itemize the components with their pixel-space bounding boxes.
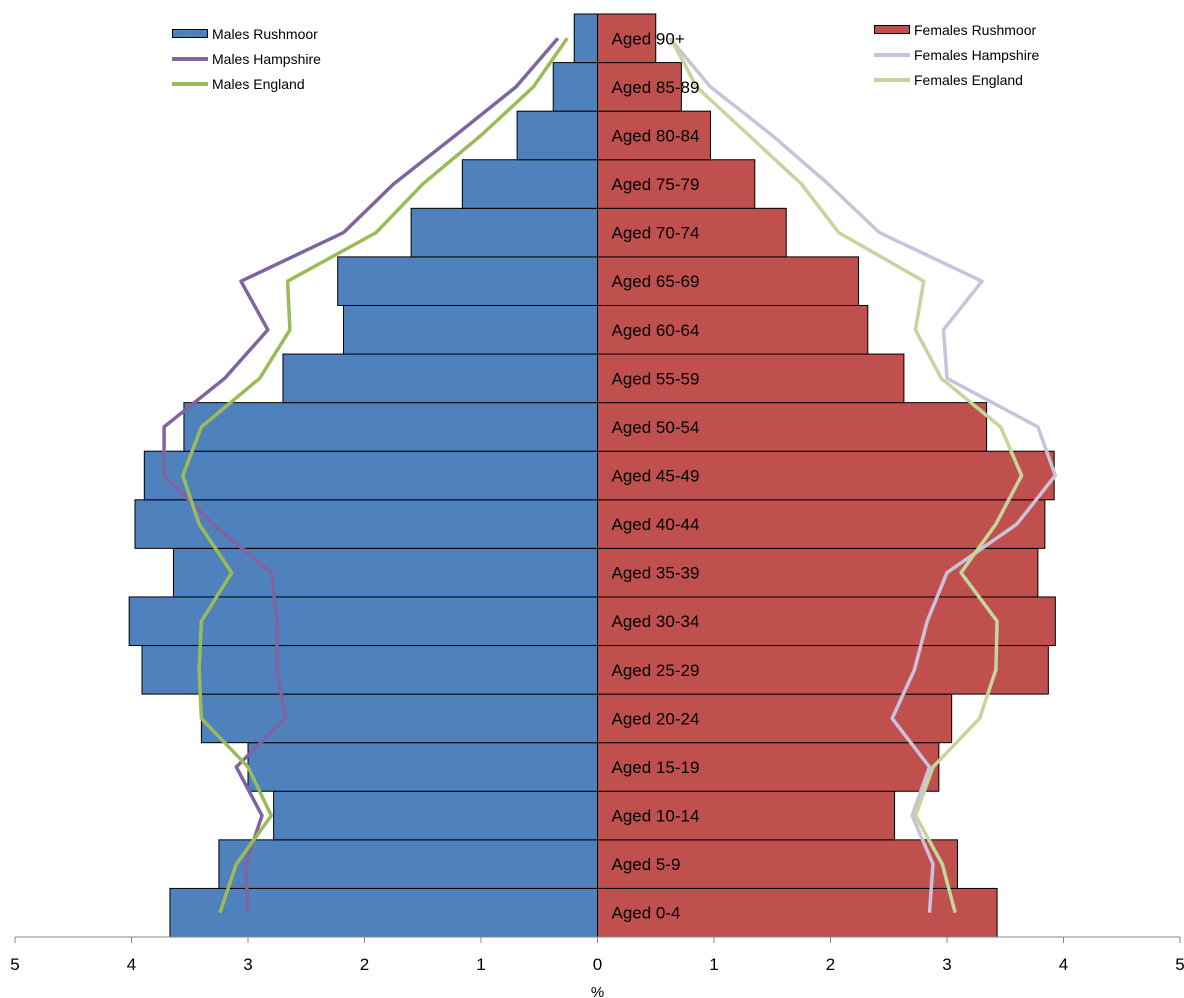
category-label-aged-5-9: Aged 5-9	[612, 855, 681, 874]
category-label-aged-25-29: Aged 25-29	[612, 661, 700, 680]
legend-label-males-rushmoor: Males Rushmoor	[212, 25, 318, 42]
bar-females-rushmoor-aged-55-59	[597, 353, 905, 404]
bar-females-rushmoor-aged-90	[597, 13, 657, 64]
category-label-aged-80-84: Aged 80-84	[612, 126, 700, 145]
x-tick-label-0: 5	[10, 955, 19, 974]
legend-label-females-rushmoor: Females Rushmoor	[914, 21, 1037, 38]
bar-females-rushmoor-aged-15-19	[597, 742, 940, 792]
bar-females-rushmoor-aged-50-54	[597, 402, 988, 452]
category-label-aged-30-34: Aged 30-34	[612, 612, 700, 631]
legend-swatch-males-rushmoor	[172, 29, 208, 38]
x-axis-label: %	[591, 984, 604, 998]
legend-label-females-england: Females England	[914, 71, 1023, 88]
bar-females-rushmoor-aged-40-44	[597, 499, 1046, 549]
bar-males-rushmoor-aged-30-34	[128, 596, 598, 647]
bar-males-rushmoor-aged-0-4	[169, 887, 598, 938]
legend-label-females-hampshire: Females Hampshire	[914, 46, 1040, 63]
category-label-aged-0-4: Aged 0-4	[612, 904, 681, 923]
bar-males-rushmoor-aged-40-44	[134, 499, 598, 549]
legend-item-females-rushmoor: Females Rushmoor	[874, 17, 1039, 42]
legend-label-males-england: Males England	[212, 75, 305, 92]
bar-females-rushmoor-aged-75-79	[597, 159, 756, 209]
x-tick-label-4: 1	[476, 955, 485, 974]
category-label-aged-45-49: Aged 45-49	[612, 467, 700, 486]
bar-males-rushmoor-aged-55-59	[282, 353, 598, 404]
category-label-aged-20-24: Aged 20-24	[612, 709, 700, 728]
legend-swatch-males-hampshire	[172, 56, 208, 61]
bar-males-rushmoor-aged-85-89	[552, 62, 598, 112]
category-label-aged-85-89: Aged 85-89	[612, 78, 700, 97]
x-tick-label-3: 2	[360, 955, 369, 974]
bar-males-rushmoor-aged-70-74	[410, 207, 598, 258]
legend-label-males-hampshire: Males Hampshire	[212, 50, 321, 67]
x-tick-label-8: 3	[942, 955, 951, 974]
category-label-aged-55-59: Aged 55-59	[612, 369, 700, 388]
bar-males-rushmoor-aged-60-64	[343, 304, 598, 355]
bar-males-rushmoor-aged-25-29	[141, 645, 599, 695]
x-tick-label-5: 0	[593, 955, 602, 974]
legend-females: Females Rushmoor Females Hampshire Femal…	[874, 17, 1039, 92]
x-tick-label-10: 5	[1175, 955, 1184, 974]
bar-males-rushmoor-aged-5-9	[218, 839, 598, 889]
x-tick-label-1: 4	[127, 955, 136, 974]
bar-males-rushmoor-aged-80-84	[516, 110, 598, 161]
bar-females-rushmoor-aged-35-39	[597, 547, 1039, 598]
bar-females-rushmoor-aged-10-14	[597, 790, 896, 841]
x-tick-label-9: 4	[1059, 955, 1068, 974]
legend-swatch-females-hampshire	[874, 52, 910, 57]
bar-females-rushmoor-aged-30-34	[597, 596, 1056, 647]
legend-swatch-females-england	[874, 77, 910, 82]
line-females-england	[669, 37, 1024, 914]
bar-males-rushmoor-aged-50-54	[183, 402, 599, 452]
x-tick-label-7: 2	[826, 955, 835, 974]
bar-females-rushmoor-aged-80-84	[597, 110, 712, 161]
bar-males-rushmoor-aged-90	[573, 13, 599, 64]
legend-males: Males Rushmoor Males Hampshire Males Eng…	[172, 21, 321, 96]
category-label-aged-40-44: Aged 40-44	[612, 515, 700, 534]
bar-males-rushmoor-aged-20-24	[200, 693, 598, 744]
x-tick-label-6: 1	[709, 955, 718, 974]
legend-item-males-hampshire: Males Hampshire	[172, 46, 321, 71]
category-label-aged-70-74: Aged 70-74	[612, 224, 700, 243]
bar-males-rushmoor-aged-65-69	[337, 256, 598, 306]
category-label-aged-90: Aged 90+	[612, 29, 685, 48]
legend-item-males-england: Males England	[172, 71, 321, 96]
category-label-aged-10-14: Aged 10-14	[612, 807, 700, 826]
x-tick-label-2: 3	[243, 955, 252, 974]
category-label-aged-75-79: Aged 75-79	[612, 175, 700, 194]
bar-males-rushmoor-aged-45-49	[143, 450, 598, 501]
bar-females-rushmoor-aged-85-89	[597, 62, 682, 112]
legend-item-females-hampshire: Females Hampshire	[874, 42, 1039, 67]
bar-males-rushmoor-aged-15-19	[247, 742, 598, 792]
legend-item-females-england: Females England	[874, 67, 1039, 92]
bar-males-rushmoor-aged-10-14	[273, 790, 598, 841]
category-label-aged-50-54: Aged 50-54	[612, 418, 700, 437]
category-label-aged-35-39: Aged 35-39	[612, 564, 700, 583]
bar-females-rushmoor-aged-25-29	[597, 645, 1049, 695]
bar-females-rushmoor-aged-65-69	[597, 256, 859, 306]
bar-males-rushmoor-aged-75-79	[461, 159, 598, 209]
bar-females-rushmoor-aged-70-74	[597, 207, 787, 258]
line-females-hampshire	[668, 37, 1058, 913]
legend-swatch-males-england	[172, 81, 208, 86]
category-label-aged-60-64: Aged 60-64	[612, 321, 700, 340]
legend-swatch-females-rushmoor	[874, 25, 910, 34]
line-males-england	[181, 37, 569, 914]
category-label-aged-65-69: Aged 65-69	[612, 272, 700, 291]
bar-males-rushmoor-aged-35-39	[172, 547, 598, 598]
category-label-aged-15-19: Aged 15-19	[612, 758, 700, 777]
legend-item-males-rushmoor: Males Rushmoor	[172, 21, 321, 46]
line-males-hampshire	[162, 37, 560, 913]
